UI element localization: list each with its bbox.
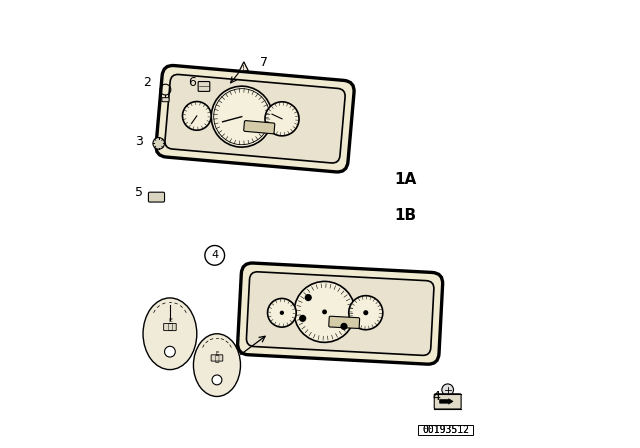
- Text: 00193512: 00193512: [422, 425, 469, 435]
- Circle shape: [265, 102, 299, 136]
- FancyBboxPatch shape: [246, 272, 434, 355]
- Text: 5: 5: [134, 186, 143, 199]
- Text: 1A: 1A: [394, 172, 416, 187]
- Text: !: !: [243, 65, 245, 71]
- Circle shape: [182, 102, 211, 130]
- FancyBboxPatch shape: [211, 355, 223, 361]
- Text: 7: 7: [260, 56, 268, 69]
- Text: ⛽: ⛽: [168, 323, 172, 332]
- FancyBboxPatch shape: [244, 121, 275, 134]
- FancyBboxPatch shape: [329, 316, 360, 328]
- Circle shape: [205, 246, 225, 265]
- Circle shape: [349, 296, 383, 330]
- FancyBboxPatch shape: [162, 98, 169, 102]
- Polygon shape: [239, 62, 248, 71]
- Circle shape: [214, 89, 269, 145]
- Circle shape: [340, 323, 348, 330]
- Circle shape: [322, 310, 327, 314]
- Text: ⛽: ⛽: [214, 354, 220, 363]
- Ellipse shape: [143, 298, 197, 370]
- Text: 2: 2: [143, 76, 152, 90]
- FancyBboxPatch shape: [237, 263, 443, 364]
- Circle shape: [364, 310, 369, 315]
- Text: 3: 3: [134, 134, 143, 148]
- Circle shape: [268, 298, 296, 327]
- Circle shape: [164, 346, 175, 357]
- Circle shape: [305, 294, 312, 301]
- FancyBboxPatch shape: [156, 65, 354, 172]
- Circle shape: [294, 281, 355, 342]
- FancyArrow shape: [440, 399, 453, 404]
- FancyBboxPatch shape: [198, 82, 210, 91]
- Text: 1B: 1B: [394, 207, 416, 223]
- Ellipse shape: [193, 334, 241, 396]
- FancyBboxPatch shape: [418, 425, 473, 435]
- Circle shape: [153, 138, 164, 149]
- Text: 4: 4: [433, 390, 440, 403]
- Circle shape: [211, 86, 272, 147]
- Text: 4: 4: [211, 250, 218, 260]
- Text: E: E: [215, 351, 219, 357]
- Text: E: E: [168, 318, 172, 323]
- FancyBboxPatch shape: [148, 192, 164, 202]
- Circle shape: [280, 310, 284, 315]
- FancyBboxPatch shape: [164, 323, 176, 331]
- Text: 6: 6: [188, 76, 196, 90]
- Circle shape: [212, 375, 222, 385]
- FancyBboxPatch shape: [165, 74, 345, 163]
- Circle shape: [299, 315, 307, 322]
- Circle shape: [442, 384, 454, 396]
- FancyBboxPatch shape: [435, 394, 461, 409]
- Text: 00193512: 00193512: [422, 425, 469, 435]
